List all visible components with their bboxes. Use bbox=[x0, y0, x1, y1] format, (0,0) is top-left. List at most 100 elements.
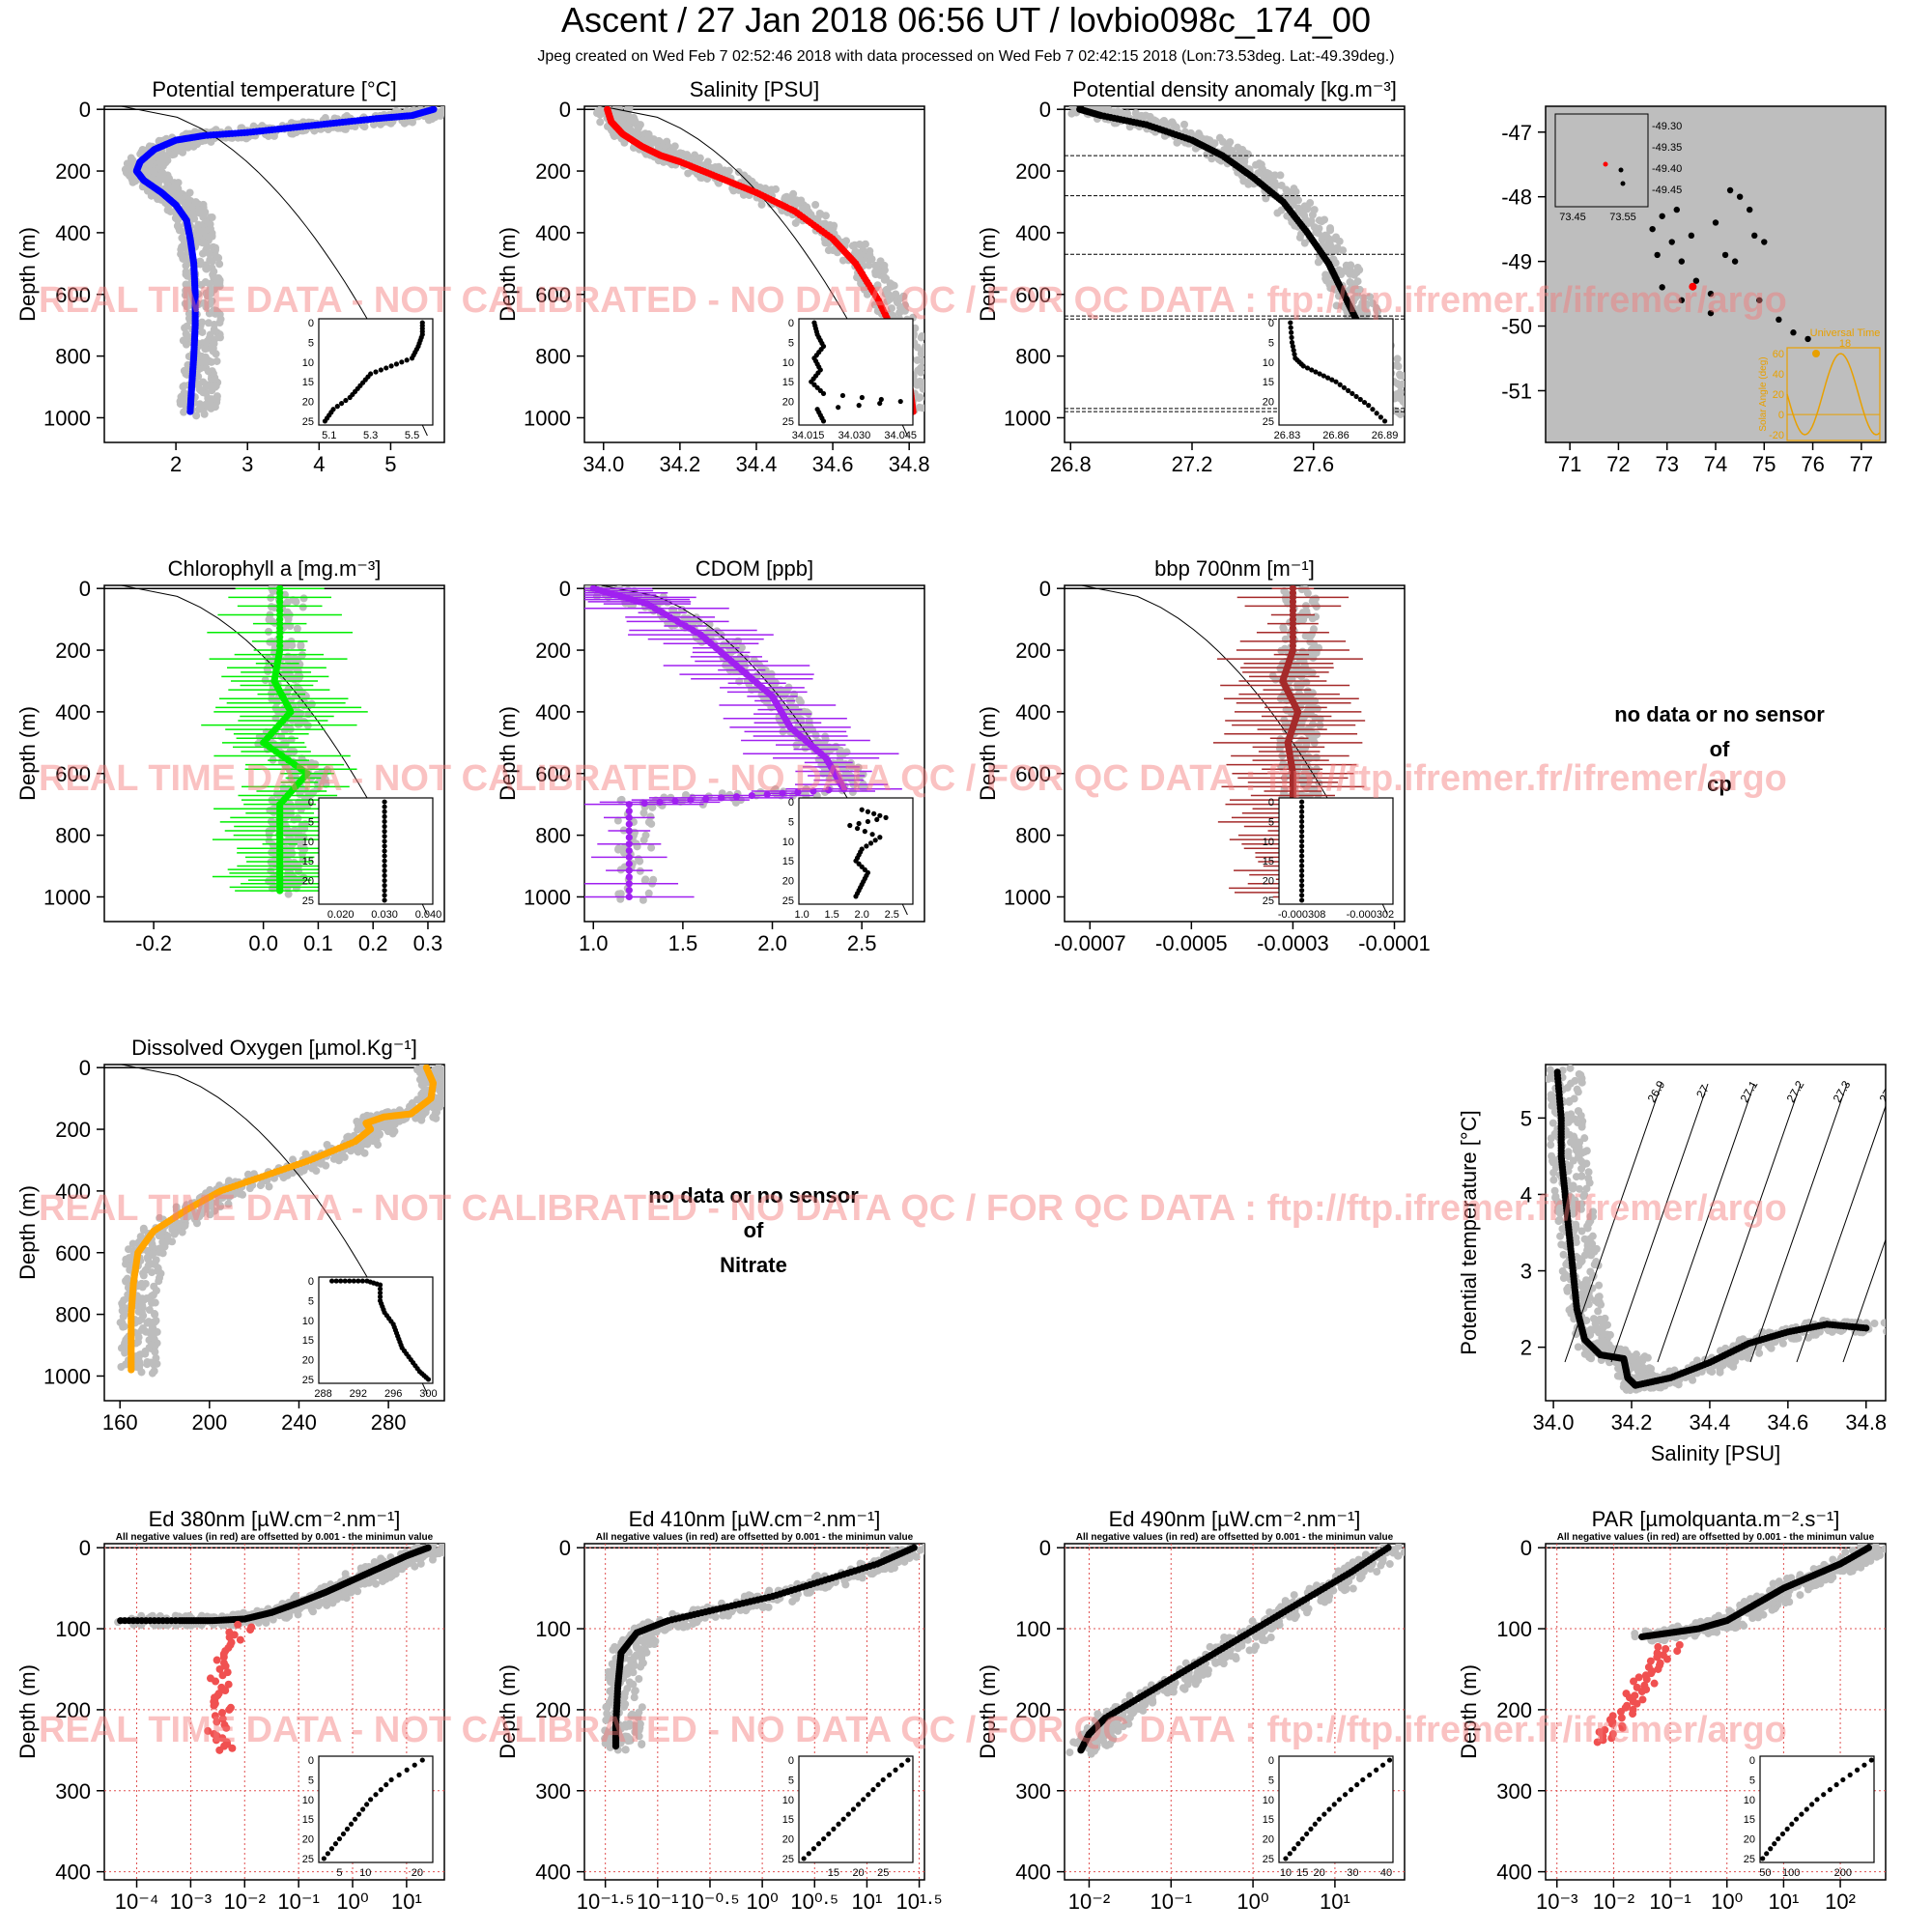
y-tick-label: 800 bbox=[55, 345, 91, 369]
y-tick-label: -50 bbox=[1501, 315, 1532, 339]
inset-y-tick-label: 20 bbox=[782, 397, 794, 409]
profile-point bbox=[625, 867, 633, 874]
x-tick-label: 76 bbox=[1801, 452, 1824, 476]
inset-point bbox=[1289, 334, 1294, 340]
y-tick-label: 1000 bbox=[43, 885, 91, 909]
current-position-point bbox=[1689, 282, 1697, 291]
track-point bbox=[1659, 213, 1665, 219]
climatology-point bbox=[180, 382, 188, 390]
climatology-point bbox=[634, 124, 642, 132]
inset-point bbox=[856, 403, 862, 409]
climatology-point bbox=[795, 696, 804, 704]
inset-y-tick-label: 20 bbox=[302, 397, 314, 409]
inset-point bbox=[1313, 369, 1319, 375]
chart-chl: -0.2 0.0 0.1 0.2 0.302004006008001000Chlorop… bbox=[15, 556, 445, 955]
climatology-point bbox=[896, 303, 905, 312]
x-tick-label: 3 bbox=[242, 452, 253, 476]
inset-y-tick-label: 25 bbox=[782, 416, 794, 428]
position-inset-y-label: -49.35 bbox=[1652, 142, 1682, 154]
climatology-point bbox=[1394, 408, 1403, 416]
climatology-point bbox=[647, 843, 656, 852]
x-tick-label: -0.0001 bbox=[1358, 931, 1431, 955]
climatology-point bbox=[815, 209, 824, 217]
climatology-point bbox=[454, 1084, 462, 1092]
climatology-point bbox=[297, 640, 305, 649]
climatology-point bbox=[1402, 402, 1405, 410]
climatology-point bbox=[1206, 136, 1214, 145]
inset-x-tick-label: 0.030 bbox=[371, 909, 398, 921]
chart-title: bbp 700nm [m⁻¹] bbox=[1154, 556, 1315, 581]
climatology-point bbox=[1312, 594, 1321, 603]
climatology-point bbox=[795, 199, 804, 208]
climatology-point bbox=[180, 408, 188, 416]
profile-point bbox=[687, 796, 695, 804]
x-tick-label: 0.0 bbox=[248, 931, 278, 955]
y-tick-label: 400 bbox=[55, 221, 91, 245]
climatology-point bbox=[207, 308, 215, 317]
climatology-point bbox=[448, 1083, 456, 1091]
climatology-point bbox=[861, 240, 869, 248]
climatology-point bbox=[200, 410, 209, 418]
inset-point bbox=[1299, 834, 1305, 839]
track-point bbox=[1804, 335, 1811, 343]
climatology-point bbox=[451, 1078, 459, 1086]
climatology-point bbox=[360, 123, 369, 131]
inset-x-tick-label: -0.000308 bbox=[1278, 909, 1326, 921]
chart-title: Potential temperature [°C] bbox=[152, 77, 396, 101]
climatology-point bbox=[448, 1067, 456, 1075]
y-tick-label: 0 bbox=[559, 98, 571, 122]
x-tick-label: 200 bbox=[191, 1410, 227, 1435]
climatology-point bbox=[1309, 654, 1318, 663]
profile-point bbox=[276, 887, 284, 895]
climatology-point bbox=[1337, 270, 1346, 279]
inset-point bbox=[382, 813, 387, 819]
inset-y-tick-label: 5 bbox=[788, 337, 794, 349]
plot-body bbox=[104, 1065, 462, 1395]
y-axis-label: Depth (m) bbox=[976, 706, 1000, 801]
track-point bbox=[1668, 239, 1675, 245]
inset-point bbox=[382, 843, 387, 849]
inset-y-tick-label: 20 bbox=[782, 876, 794, 888]
chart-map: 71 72 73 74 75 76 77-47-48-49-50-51-49.30-49.3… bbox=[1501, 105, 1887, 476]
x-tick-label: 34.6 bbox=[812, 452, 854, 476]
inset-point bbox=[382, 823, 387, 830]
climatology-point bbox=[620, 138, 629, 147]
inset-x-tick-label: 34.015 bbox=[792, 430, 825, 441]
track-point bbox=[1747, 206, 1753, 213]
inset-point bbox=[347, 394, 353, 401]
climatology-point bbox=[919, 384, 924, 393]
climatology-point bbox=[899, 292, 908, 300]
inset-y-tick-label: 10 bbox=[1263, 837, 1274, 848]
chart-title: Salinity [PSU] bbox=[690, 77, 820, 101]
y-tick-label: 200 bbox=[55, 1118, 91, 1142]
page-title: Ascent / 27 Jan 2018 06:56 UT / lovbio09… bbox=[561, 0, 1371, 40]
climatology-point bbox=[207, 357, 215, 366]
climatology-point bbox=[769, 678, 778, 687]
climatology-point bbox=[616, 796, 625, 805]
climatology-point bbox=[216, 315, 225, 324]
inset-point bbox=[862, 829, 867, 835]
inset-frame bbox=[1278, 318, 1394, 426]
inset-point bbox=[1333, 379, 1339, 384]
climatology-point bbox=[287, 735, 296, 744]
inset-x-tick-label: 2.0 bbox=[855, 909, 869, 921]
inset-point bbox=[1299, 843, 1305, 849]
inset-x-tick-label: 5.3 bbox=[363, 430, 378, 441]
y-tick-label: 800 bbox=[1015, 824, 1051, 848]
climatology-point bbox=[203, 292, 212, 300]
inset-point bbox=[388, 363, 394, 369]
climatology-point bbox=[270, 808, 278, 816]
profile-point bbox=[186, 408, 194, 415]
position-inset-y-label: -49.30 bbox=[1652, 121, 1682, 132]
climatology-point bbox=[208, 257, 216, 266]
climatology-point bbox=[272, 790, 281, 799]
climatology-point bbox=[202, 383, 211, 391]
climatology-point bbox=[174, 179, 183, 187]
x-tick-label: -0.2 bbox=[135, 931, 172, 955]
y-tick-label: 200 bbox=[1015, 639, 1051, 663]
track-point bbox=[1776, 316, 1782, 324]
inset-point bbox=[1299, 888, 1305, 894]
y-axis-label: Depth (m) bbox=[496, 227, 520, 322]
inset-point bbox=[1299, 818, 1305, 825]
inset-y-tick-label: 20 bbox=[1263, 397, 1274, 409]
